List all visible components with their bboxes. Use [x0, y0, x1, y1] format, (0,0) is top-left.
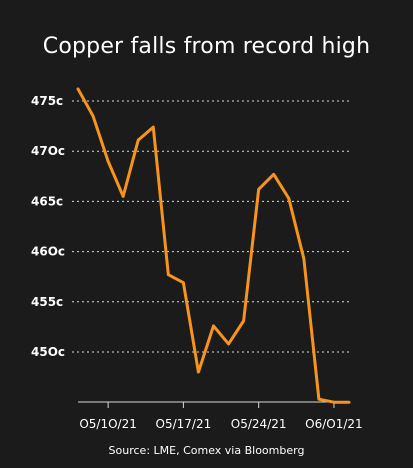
y-tick-label: 465c — [31, 194, 63, 208]
series-line — [76, 87, 351, 404]
x-tick-label: O5/1O/21 — [79, 417, 137, 431]
x-axis-ticks: O5/1O/21 O5/17/21 O5/24/21 O6/O1/21 — [78, 401, 363, 431]
chart-title: Copper falls from record high — [42, 34, 371, 59]
y-axis-ticks: 475c 47Oc 465c 46Oc 455c 45Oc — [31, 94, 65, 359]
y-tick-label: 45Oc — [31, 345, 65, 359]
series-copper-price — [76, 87, 351, 404]
grid-lines — [72, 100, 349, 353]
y-tick-label: 455c — [31, 295, 63, 309]
x-tick-label: O6/O1/21 — [305, 417, 363, 431]
y-tick-label: 47Oc — [31, 144, 65, 158]
x-tick-label: O5/24/21 — [231, 417, 287, 431]
source-note: Source: LME, Comex via Bloomberg — [108, 444, 305, 457]
y-tick-label: 46Oc — [31, 245, 65, 259]
x-tick-label: O5/17/21 — [156, 417, 212, 431]
y-tick-label: 475c — [31, 94, 63, 108]
